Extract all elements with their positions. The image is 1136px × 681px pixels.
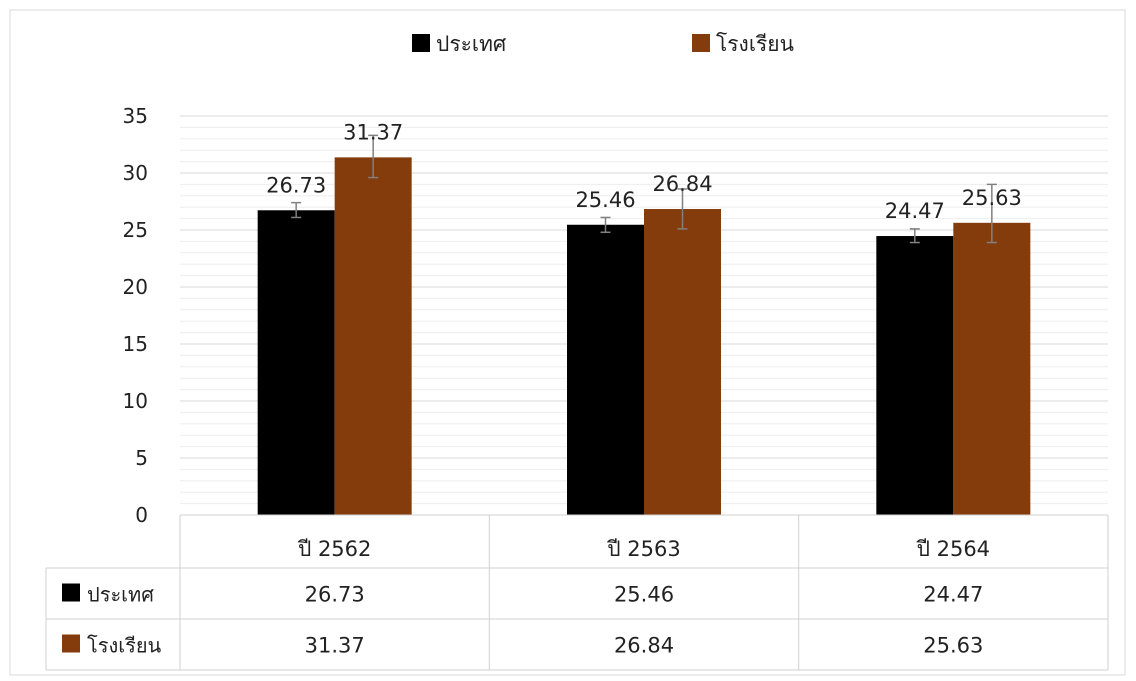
table-cell: 24.47 bbox=[923, 583, 983, 607]
bar bbox=[953, 222, 1031, 515]
data-label: 25.63 bbox=[962, 186, 1022, 210]
data-label: 31.37 bbox=[343, 120, 403, 144]
bar bbox=[334, 157, 412, 515]
legend-label: โรงเรียน bbox=[716, 32, 794, 56]
table-cell: 25.63 bbox=[923, 634, 983, 658]
table-legend-key bbox=[62, 583, 80, 602]
category-label: ปี 2562 bbox=[297, 537, 371, 561]
bar bbox=[567, 224, 644, 516]
y-tick-label: 0 bbox=[135, 503, 148, 527]
legend-label: ประเทศ bbox=[436, 32, 507, 56]
y-tick-label: 20 bbox=[123, 275, 148, 299]
table-cell: 26.84 bbox=[614, 634, 674, 658]
bar bbox=[257, 210, 335, 515]
y-tick-label: 30 bbox=[123, 161, 148, 185]
y-tick-label: 10 bbox=[123, 389, 148, 413]
table-row-label: ประเทศ bbox=[87, 583, 154, 607]
category-label: ปี 2563 bbox=[607, 537, 681, 561]
table-cell: 25.46 bbox=[614, 583, 674, 607]
y-tick-label: 15 bbox=[123, 332, 148, 356]
bar bbox=[876, 236, 954, 516]
table-row-label: โรงเรียน bbox=[87, 634, 162, 658]
table-legend-key bbox=[62, 634, 80, 653]
y-tick-label: 35 bbox=[123, 104, 148, 128]
data-label: 24.47 bbox=[885, 199, 945, 223]
data-label: 26.84 bbox=[652, 172, 712, 196]
y-tick-label: 25 bbox=[123, 218, 148, 242]
data-label: 26.73 bbox=[266, 173, 326, 197]
data-label: 25.46 bbox=[575, 188, 635, 212]
table-cell: 31.37 bbox=[305, 634, 365, 658]
legend-swatch bbox=[412, 34, 430, 52]
category-label: ปี 2564 bbox=[916, 537, 990, 561]
legend-swatch bbox=[692, 34, 710, 52]
bar bbox=[644, 209, 721, 516]
table-cell: 26.73 bbox=[305, 583, 365, 607]
y-tick-label: 5 bbox=[135, 446, 148, 470]
